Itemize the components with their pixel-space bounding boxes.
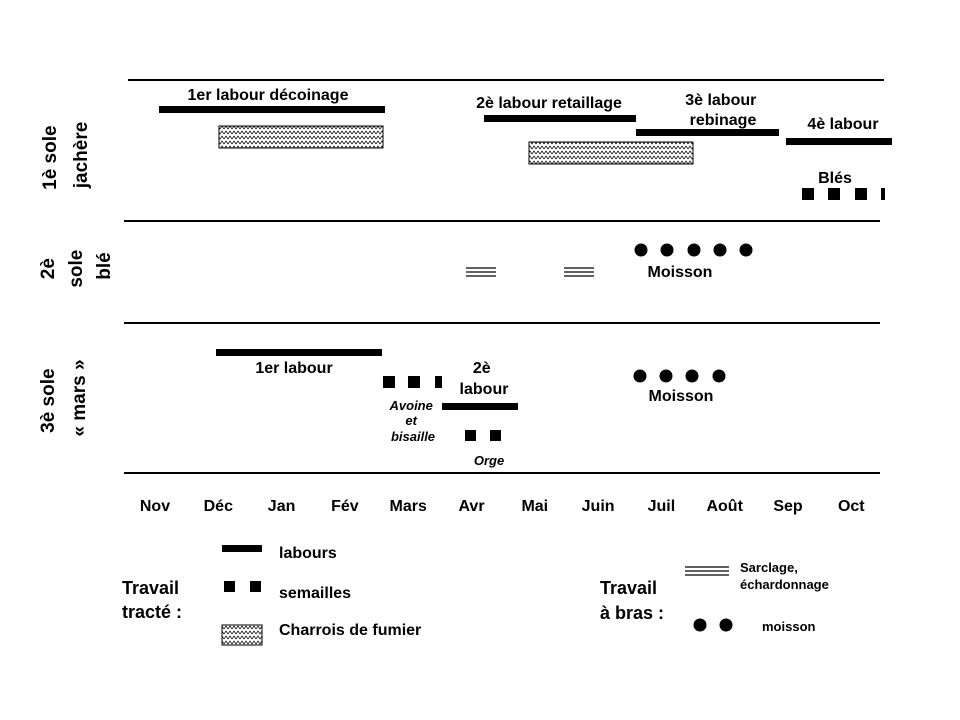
row2-moisson-dot-1	[634, 243, 648, 257]
legend-sarclage-label: Sarclage, échardonnage	[740, 560, 829, 592]
row2-sarclage-1	[466, 267, 496, 277]
month-label: Nov	[140, 498, 170, 515]
row3-labour1-bar	[216, 349, 382, 356]
legend-tracte-title: Travail tracté :	[122, 578, 184, 622]
month-label: Jan	[268, 498, 296, 515]
row1-semailles-4	[881, 188, 885, 200]
legend-bras-title: Travail à bras :	[600, 578, 664, 623]
row1-bles-label: Blés	[818, 170, 852, 187]
row1-labour3-bar	[636, 129, 779, 136]
row3-moisson-label: Moisson	[649, 388, 714, 405]
row3-avoine-seed-2	[408, 376, 420, 388]
row3-orge-seed-1	[465, 430, 476, 441]
month-label: Juil	[648, 498, 676, 515]
legend-moisson-label: moisson	[762, 619, 816, 634]
row1-labour1-label: 1er labour décoinage	[188, 87, 349, 104]
row2-moisson-dot-2	[660, 243, 674, 257]
row3-moisson-dot-1	[633, 369, 647, 383]
legend-fumier-swatch	[221, 624, 263, 646]
row1-labour3-label: 3è labour rebinage	[685, 92, 761, 129]
row2-sarclage-2	[564, 267, 594, 277]
row-label-3: 3è sole « mars »	[38, 359, 90, 436]
row1-labour1-bar	[159, 106, 385, 113]
row1-semailles-3	[855, 188, 867, 200]
row2-moisson-dot-5	[739, 243, 753, 257]
legend-moisson-dot-2	[719, 618, 733, 632]
legend-semailles-swatch-2	[250, 581, 261, 592]
row2-moisson-label: Moisson	[648, 264, 713, 281]
row1-semailles-1	[802, 188, 814, 200]
month-label: Fév	[331, 498, 359, 515]
row3-moisson-dot-2	[659, 369, 673, 383]
row1-semailles-2	[828, 188, 840, 200]
row1-fumier-2	[528, 141, 694, 165]
legend-fumier-label: Charrois de fumier	[279, 622, 421, 639]
row1-labour2-label: 2è labour retaillage	[476, 95, 622, 112]
row1-labour4-bar	[786, 138, 892, 145]
month-label: Sep	[773, 498, 803, 515]
row3-moisson-dot-4	[712, 369, 726, 383]
row3-orge-label: Orge	[474, 453, 504, 468]
row2-moisson-dot-4	[713, 243, 727, 257]
row3-labour1-label: 1er labour	[255, 360, 332, 377]
row2-moisson-dot-3	[687, 243, 701, 257]
row-label-2: 2è sole blé	[38, 244, 115, 287]
row1-labour4-label: 4è labour	[807, 116, 878, 133]
row1-labour2-bar	[484, 115, 636, 122]
row3-avoine-seed-1	[383, 376, 395, 388]
row-label-1: 1è sole jachère	[40, 120, 92, 190]
row3-labour2-label: 2è labour	[460, 360, 509, 398]
month-label: Oct	[838, 498, 865, 515]
month-axis: Nov Déc Jan Fév Mars Avr Mai Juin Juil Août Sep Oct	[140, 498, 865, 515]
month-label: Août	[706, 498, 743, 515]
legend-labours-swatch	[222, 545, 262, 552]
month-label: Mars	[390, 498, 427, 515]
month-label: Juin	[582, 498, 615, 515]
legend-sarclage-swatch	[685, 566, 729, 576]
legend-moisson-dot-1	[693, 618, 707, 632]
month-label: Avr	[458, 498, 484, 515]
month-label: Mai	[521, 498, 548, 515]
row3-avoine-label: Avoine et bisaille	[389, 398, 437, 444]
legend-semailles-label: semailles	[279, 585, 351, 602]
row3-labour2-bar	[442, 403, 518, 410]
row1-fumier-1	[218, 125, 384, 149]
row3-orge-seed-2	[490, 430, 501, 441]
row3-moisson-dot-3	[685, 369, 699, 383]
month-label: Déc	[204, 498, 233, 515]
legend-labours-label: labours	[279, 545, 337, 562]
legend-semailles-swatch-1	[224, 581, 235, 592]
row3-avoine-seed-3	[435, 376, 442, 388]
